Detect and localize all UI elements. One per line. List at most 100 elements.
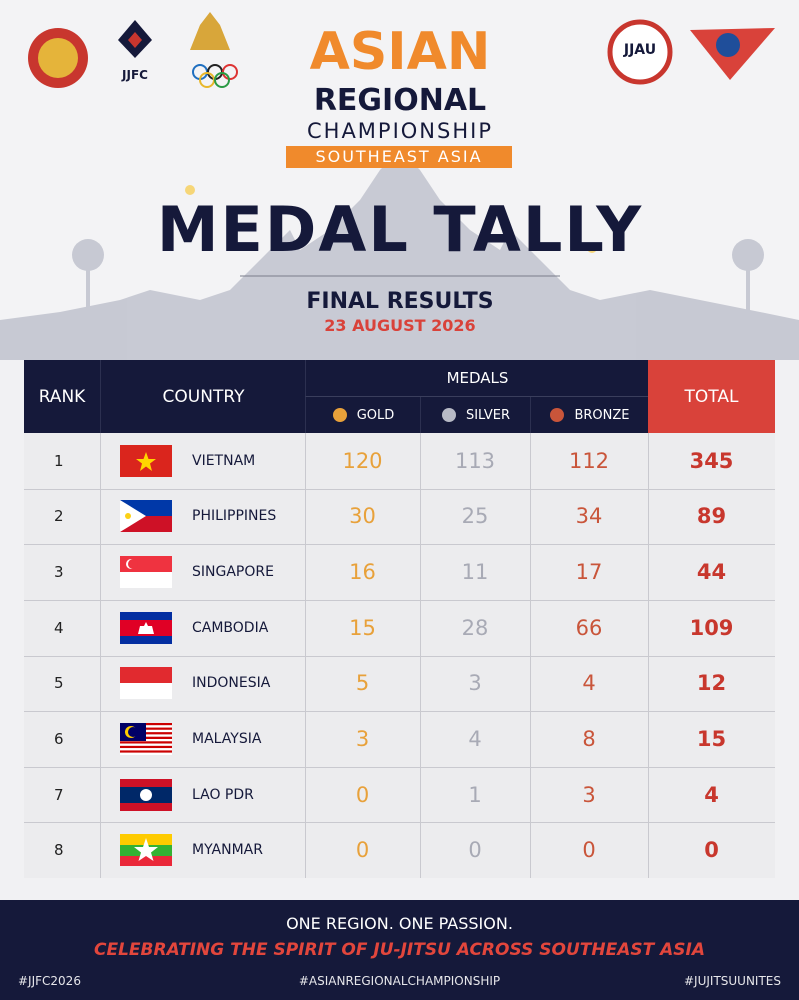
slogan: CELEBRATING THE SPIRIT OF JU-JITSU ACROS… (93, 940, 705, 960)
country-header: COUNTRY (100, 360, 306, 433)
country: PHILIPPINES (192, 508, 277, 525)
total: 109 (689, 615, 734, 640)
medal-icon (441, 408, 456, 422)
country: SINGAPORE (192, 564, 274, 581)
rank: 2 (54, 507, 64, 526)
column-divider (305, 433, 306, 878)
medal-count: 1 (468, 782, 482, 807)
total: 44 (696, 560, 727, 585)
rank: 8 (54, 841, 64, 860)
medal-count: 3 (582, 782, 596, 807)
medal-count: 4 (582, 671, 596, 696)
flag-image (120, 444, 172, 477)
medal-count: 0 (355, 782, 370, 807)
medal-count: 8 (582, 726, 596, 751)
row-divider (24, 711, 775, 713)
country: CAMBODIA (192, 619, 269, 636)
jjfc-text: JJFC (122, 68, 148, 82)
medal-count: 0 (582, 838, 596, 863)
olympic-temple (190, 12, 230, 50)
medal-label: BRONZE (574, 407, 630, 423)
medal-count: 120 (342, 448, 383, 473)
flag (120, 444, 172, 477)
row-divider (24, 766, 775, 768)
medal-count: 17 (575, 560, 603, 585)
medal-count: 0 (355, 838, 370, 863)
column-divider (648, 433, 649, 878)
total: 345 (689, 448, 734, 473)
medal-header-silver: SILVER (420, 397, 531, 433)
flag-image (120, 722, 172, 755)
flag-image (120, 834, 172, 867)
total-header: TOTAL (648, 360, 775, 433)
medal-table: RANK COUNTRY MEDALS GOLD SILVER BRONZE TOTAL 1 V… (24, 360, 775, 878)
medal-count: 34 (575, 504, 603, 529)
country: INDONESIA (192, 675, 271, 692)
medal-count: 15 (349, 615, 376, 640)
hashtag: #ASIANREGIONALCHAMPIONSHIP (298, 974, 501, 988)
medal-label: GOLD (356, 407, 395, 423)
medal-icon (332, 408, 347, 422)
flag (120, 500, 172, 533)
country: VIETNAM (192, 452, 256, 469)
medal-count: 3 (468, 671, 482, 696)
total: 12 (696, 671, 727, 696)
temple-silhouette (0, 150, 799, 360)
rank: 1 (54, 451, 64, 470)
total: 89 (696, 504, 727, 529)
flag (120, 722, 172, 755)
medal-count: 11 (461, 560, 489, 585)
total: 15 (696, 726, 727, 751)
medals-header: MEDALS (305, 360, 649, 397)
flag (120, 556, 172, 589)
flag-image (120, 556, 172, 589)
medal-count: 0 (468, 838, 482, 863)
rank: 3 (54, 563, 64, 582)
medal-icon (550, 408, 565, 422)
subtitle-bar (286, 146, 512, 168)
total: 0 (704, 838, 719, 863)
medal-count: 113 (454, 448, 496, 473)
title-championship: CHAMPIONSHIP (306, 119, 493, 143)
country: MALAYSIA (192, 730, 262, 747)
country: LAO PDR (192, 786, 254, 803)
subheading: FINAL RESULTS (306, 289, 494, 314)
medal-count: 30 (349, 504, 376, 529)
crest-logo-inner (38, 38, 78, 78)
medal-count: 112 (568, 448, 610, 473)
jjfc-logo-mark (128, 32, 142, 48)
heading: MEDAL TALLY (156, 193, 644, 266)
sparkle (185, 185, 195, 195)
rank: 7 (54, 785, 64, 804)
flag (120, 834, 172, 867)
subtitle: SOUTHEAST ASIA (315, 147, 483, 166)
date: 23 AUGUST 2026 (324, 316, 476, 335)
title-regional: REGIONAL (313, 83, 487, 118)
column-divider (420, 433, 421, 878)
flag (120, 667, 172, 700)
medal-count: 16 (349, 560, 376, 585)
flag-image (120, 778, 172, 811)
footer: ONE REGION. ONE PASSION. CELEBRATING THE… (0, 900, 799, 1000)
medal-header-bronze: BRONZE (530, 397, 649, 433)
row-divider (24, 599, 775, 601)
column-divider (100, 433, 101, 878)
total: 4 (704, 782, 719, 807)
rank: 4 (54, 618, 64, 637)
medal-count: 5 (355, 671, 370, 696)
header-art (0, 0, 799, 360)
medal-count: 66 (575, 615, 603, 640)
country: MYANMAR (192, 842, 263, 859)
medal-count: 25 (461, 504, 489, 529)
rank: 6 (54, 729, 64, 748)
jjau-logo (607, 19, 673, 85)
flag-image (120, 667, 172, 700)
medal-count: 28 (461, 615, 489, 640)
medal-label: SILVER (465, 407, 511, 423)
olympic-rings (192, 64, 238, 88)
medal-count: 4 (468, 726, 482, 751)
row-divider (24, 544, 775, 546)
rank-header: RANK (24, 360, 100, 433)
hashtag: #JUJITSUUNITES (683, 974, 781, 988)
jjif-logo-globe (716, 33, 740, 57)
